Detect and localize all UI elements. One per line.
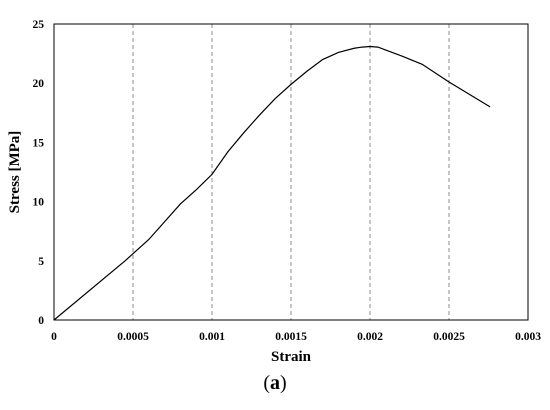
- stress-strain-curve: [53, 45, 491, 321]
- x-tick-label: 0.003: [515, 331, 541, 343]
- x-tick-label: 0.0025: [433, 331, 465, 343]
- x-tick-label: 0.0005: [117, 331, 149, 343]
- y-tick-label: 15: [33, 137, 45, 149]
- plot-area-frame: [53, 23, 529, 321]
- y-tick-label: 0: [38, 315, 44, 327]
- figure-caption: (a): [0, 372, 550, 395]
- y-tick-label: 5: [38, 256, 44, 268]
- y-tick-label: 20: [33, 78, 45, 90]
- y-tick-label: 25: [33, 19, 45, 31]
- caption-close-paren: ): [280, 372, 287, 394]
- caption-letter: a: [270, 372, 280, 394]
- grid-lines: [132, 24, 450, 320]
- y-axis-title: Stress [MPa]: [7, 131, 23, 214]
- x-tick-label: 0.001: [199, 331, 225, 343]
- x-tick-label: 0.002: [357, 331, 383, 343]
- x-tick-label: 0.0015: [275, 331, 307, 343]
- axis-tick-labels: 0 0.0005 0.001 0.0015 0.002 0.0025 0.003 0 5 10 15…: [33, 19, 542, 343]
- x-tick-label: 0: [51, 331, 57, 343]
- caption-open-paren: (: [263, 372, 270, 394]
- x-axis-title: Strain: [271, 349, 312, 365]
- y-tick-label: 10: [33, 197, 45, 209]
